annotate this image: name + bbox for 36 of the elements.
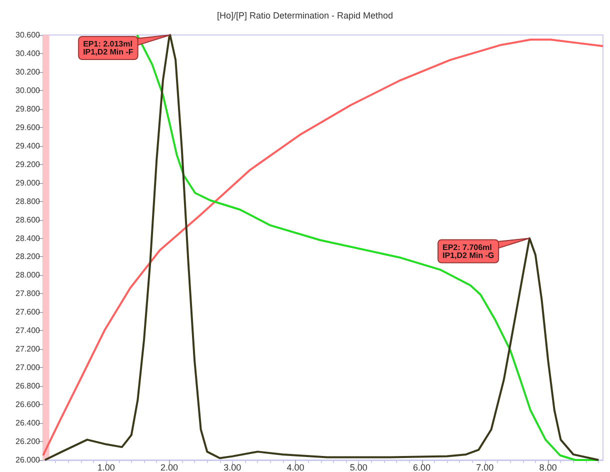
y-tick-label: 27.400 <box>16 326 41 336</box>
y-tick-label: 30.400 <box>16 48 41 58</box>
x-tick-label: 1.00 <box>97 462 115 472</box>
y-tick-label: 28.800 <box>16 196 41 206</box>
y-tick-label: 26.200 <box>16 437 41 446</box>
x-tick-label: 2.00 <box>160 462 178 472</box>
y-tick-label: 26.600 <box>16 400 41 410</box>
x-tick-label: 3.00 <box>224 462 242 472</box>
x-tick-label: 4.00 <box>286 462 304 472</box>
y-tick-label: 26.000 <box>16 456 41 464</box>
y-tick-label: 27.000 <box>16 363 41 372</box>
y-tick-label: 30.600 <box>16 30 41 40</box>
line-series <box>136 34 600 461</box>
y-tick-label: 29.400 <box>16 141 41 150</box>
x-tick-label: 6.00 <box>413 462 431 472</box>
y-tick-label: 28.000 <box>16 270 41 280</box>
x-tick-label: 7.00 <box>476 462 494 472</box>
y-tick-label: 30.000 <box>16 86 41 95</box>
y-tick-label: 27.800 <box>16 289 41 298</box>
x-tick-label: 5.00 <box>350 462 368 472</box>
chart-title: [Ho]/[P] Ratio Determination - Rapid Method <box>216 10 394 20</box>
x-tick-label: 8.00 <box>539 462 557 472</box>
y-tick-label: 30.200 <box>16 67 41 76</box>
y-tick-label: 27.600 <box>16 308 41 317</box>
y-tick-label: 29.800 <box>16 104 41 114</box>
y-tick-label: 27.200 <box>16 344 41 354</box>
y-tick-label: 28.600 <box>16 215 41 224</box>
annotation: EP2: 7.706ml IP1,D2 Min -G <box>442 242 494 260</box>
annotation: EP1: 2.013ml IP1,D2 Min -F <box>83 40 134 56</box>
y-tick-label: 29.600 <box>16 122 41 132</box>
y-tick-label: 28.200 <box>16 252 41 262</box>
y-tick-label: 28.400 <box>16 234 41 243</box>
y-tick-label: 26.800 <box>16 382 41 391</box>
y-tick-label: 29.200 <box>16 160 41 169</box>
y-tick-label: 26.400 <box>16 418 41 428</box>
y-tick-label: 29.000 <box>16 178 41 188</box>
